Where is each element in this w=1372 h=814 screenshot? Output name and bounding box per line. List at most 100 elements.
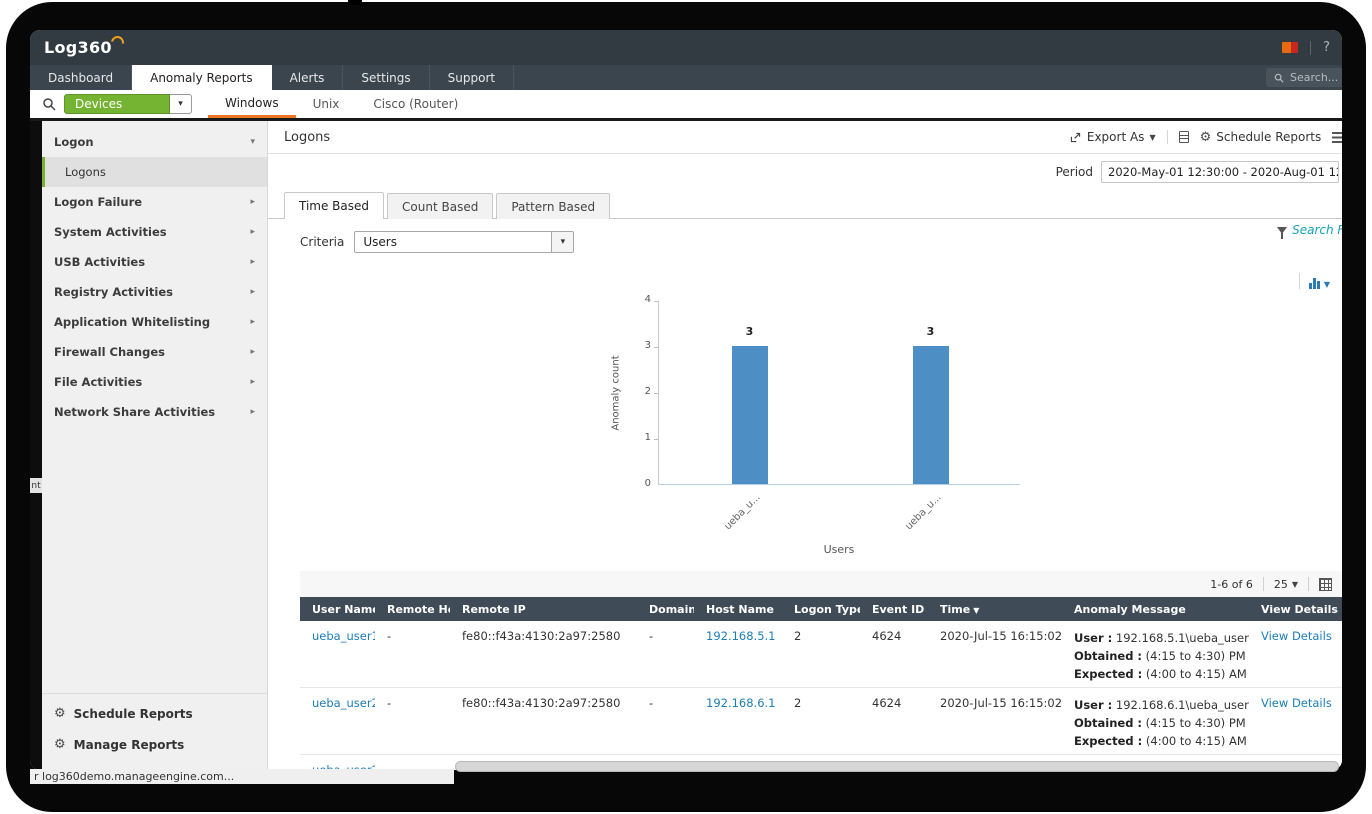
column-header-remote-host[interactable]: Remote Host bbox=[375, 597, 450, 621]
export-as-button[interactable]: Export As ▼ bbox=[1069, 130, 1156, 144]
rail-tab[interactable]: nt bbox=[30, 478, 42, 493]
nav-tab-support[interactable]: Support bbox=[430, 65, 515, 90]
cell-remote-ip: fe80::f43a:4130:2a97:2580 bbox=[450, 621, 637, 688]
page-size-selector[interactable]: 25 ▼ bbox=[1274, 578, 1298, 591]
tab-count-based[interactable]: Count Based bbox=[387, 193, 494, 219]
sidebar-item-label: Registry Activities bbox=[54, 285, 174, 299]
nav-tab-alerts[interactable]: Alerts bbox=[272, 65, 344, 90]
search-filter-label: Search Filter bbox=[1292, 223, 1342, 237]
sidebar-item-manage-reports[interactable]: ⚙ Manage Reports bbox=[42, 729, 267, 760]
sidebar-item-logons[interactable]: Logons bbox=[42, 157, 267, 187]
period-range-input[interactable]: 2020-May-01 12:30:00 - 2020-Aug-01 12... bbox=[1101, 161, 1339, 183]
chevron-down-icon[interactable]: ▾ bbox=[170, 94, 192, 114]
sidebar-item-label: Firewall Changes bbox=[54, 345, 165, 359]
message-label: Obtained : bbox=[1074, 649, 1143, 663]
subnav-tabs: Windows Unix Cisco (Router) bbox=[208, 90, 475, 118]
nav-tab-anomaly-reports[interactable]: Anomaly Reports bbox=[132, 65, 272, 90]
chart-type-button[interactable]: ▼ bbox=[1298, 273, 1330, 289]
log360-logo: Log360 bbox=[44, 33, 127, 57]
sidebar: Logon ▾ Logons Logon Failure ▸ System Activit… bbox=[42, 121, 268, 770]
devices-dropdown[interactable]: Devices ▾ bbox=[64, 94, 192, 114]
logo-text: Log360 bbox=[44, 38, 112, 57]
column-header-time[interactable]: Time ▼ bbox=[928, 597, 1062, 621]
criteria-select[interactable]: Users bbox=[354, 231, 553, 253]
chart-bar[interactable] bbox=[731, 346, 768, 484]
sidebar-item-logon-failure[interactable]: Logon Failure ▸ bbox=[42, 187, 267, 217]
column-header-user-name[interactable]: User Name bbox=[300, 597, 375, 621]
search-filter-link[interactable]: Search Filter bbox=[1277, 223, 1342, 239]
sidebar-item-registry-activities[interactable]: Registry Activities ▸ bbox=[42, 277, 267, 307]
cell-domain: - bbox=[637, 687, 694, 755]
y-axis-title: Anomaly count bbox=[610, 355, 622, 431]
report-icon[interactable] bbox=[1178, 131, 1189, 143]
user-name-link[interactable]: ueba_user1 bbox=[312, 629, 375, 643]
nav-tabs: Dashboard Anomaly Reports Alerts Settings Su… bbox=[30, 65, 515, 90]
column-header-view-details[interactable]: View Details bbox=[1249, 597, 1342, 621]
tab-pattern-based[interactable]: Pattern Based bbox=[496, 193, 611, 219]
criteria-label: Criteria bbox=[300, 235, 345, 249]
host-name-link[interactable]: 192.168.5.1 bbox=[706, 629, 776, 643]
sidebar-item-logon[interactable]: Logon ▾ bbox=[42, 127, 267, 157]
anomaly-message-line: User : 192.168.5.1\ueba_user1 bbox=[1074, 631, 1249, 645]
tab-time-based[interactable]: Time Based bbox=[284, 192, 385, 219]
subnav-tab-windows[interactable]: Windows bbox=[208, 90, 296, 118]
language-flag-icon[interactable] bbox=[1282, 42, 1299, 53]
host-name-link[interactable]: 192.168.6.1 bbox=[706, 696, 776, 710]
horizontal-scrollbar[interactable] bbox=[455, 761, 1339, 772]
devices-dropdown-label: Devices bbox=[64, 94, 170, 114]
sidebar-item-firewall-changes[interactable]: Firewall Changes ▸ bbox=[42, 337, 267, 367]
page-size-value: 25 bbox=[1273, 577, 1288, 591]
sidebar-item-label: Logons bbox=[65, 165, 106, 179]
subnav-tab-unix[interactable]: Unix bbox=[312, 97, 340, 111]
cell-user-name: ueba_user2 bbox=[300, 687, 375, 755]
more-button[interactable]: More bbox=[1332, 130, 1342, 144]
column-header-remote-ip[interactable]: Remote IP bbox=[450, 597, 637, 621]
column-header-logon-type[interactable]: Logon Type bbox=[782, 597, 860, 621]
more-icon bbox=[1332, 131, 1342, 143]
user-name-link[interactable]: ueba_user2 bbox=[312, 763, 375, 770]
column-chooser-icon[interactable] bbox=[1319, 577, 1332, 591]
chevron-down-icon: ▼ bbox=[1149, 132, 1156, 142]
cell-logon-type: 2 bbox=[782, 687, 860, 755]
column-header-domain[interactable]: Domain bbox=[637, 597, 694, 621]
sidebar-item-application-whitelisting[interactable]: Application Whitelisting ▸ bbox=[42, 307, 267, 337]
cell-domain: - bbox=[637, 621, 694, 688]
sidebar-item-label: Application Whitelisting bbox=[54, 315, 211, 329]
subnav-tab-cisco-router[interactable]: Cisco (Router) bbox=[373, 97, 459, 111]
sidebar-item-network-share-activities[interactable]: Network Share Activities ▸ bbox=[42, 397, 267, 427]
view-details-link[interactable]: View Details bbox=[1261, 696, 1332, 710]
nav-tab-dashboard[interactable]: Dashboard bbox=[30, 65, 133, 90]
sidebar-item-schedule-reports[interactable]: ⚙ Schedule Reports bbox=[42, 698, 267, 729]
sidebar-item-file-activities[interactable]: File Activities ▸ bbox=[42, 367, 267, 397]
page-title: Logons bbox=[284, 129, 331, 145]
plot-area: 0 1 2 3 4 3 ueba_u... 3 ueba_u... bbox=[645, 294, 1020, 532]
cell-host-name: 192.168.5.1 bbox=[694, 621, 782, 688]
user-name-link[interactable]: ueba_user2 bbox=[312, 696, 375, 710]
schedule-reports-button[interactable]: ⚙ Schedule Reports bbox=[1200, 130, 1322, 145]
sidebar-item-usb-activities[interactable]: USB Activities ▸ bbox=[42, 247, 267, 277]
device-search-icon[interactable] bbox=[42, 97, 56, 111]
cell-user-name: ueba_user2 bbox=[300, 754, 375, 770]
pagination-bar: 1-6 of 6 25 ▼ bbox=[300, 571, 1342, 597]
view-details-link[interactable]: View Details bbox=[1261, 629, 1332, 643]
chevron-down-icon[interactable]: ▾ bbox=[552, 231, 575, 253]
sidebar-item-system-activities[interactable]: System Activities ▸ bbox=[42, 217, 267, 247]
schedule-reports-icon: ⚙ bbox=[54, 706, 66, 721]
y-tick-mark bbox=[654, 347, 659, 348]
column-header-host-name[interactable]: Host Name bbox=[694, 597, 782, 621]
column-header-event-id[interactable]: Event ID bbox=[860, 597, 928, 621]
y-tick-label: 2 bbox=[644, 386, 651, 397]
nav-tab-settings[interactable]: Settings bbox=[343, 65, 430, 90]
cell-user-name: ueba_user1 bbox=[300, 621, 375, 688]
y-tick-mark bbox=[654, 393, 659, 394]
column-header-anomaly-message[interactable]: Anomaly Message bbox=[1062, 597, 1249, 621]
help-icon[interactable]: ? bbox=[1323, 40, 1330, 55]
x-tick-label: ueba_u... bbox=[722, 492, 763, 533]
global-search-box[interactable]: Search... bbox=[1266, 68, 1342, 87]
message-label: Obtained : bbox=[1074, 716, 1143, 730]
chart-bar[interactable] bbox=[912, 346, 949, 484]
top-header: Log360 ? bbox=[30, 30, 1342, 65]
sidebar-footer-label: Manage Reports bbox=[73, 737, 185, 752]
